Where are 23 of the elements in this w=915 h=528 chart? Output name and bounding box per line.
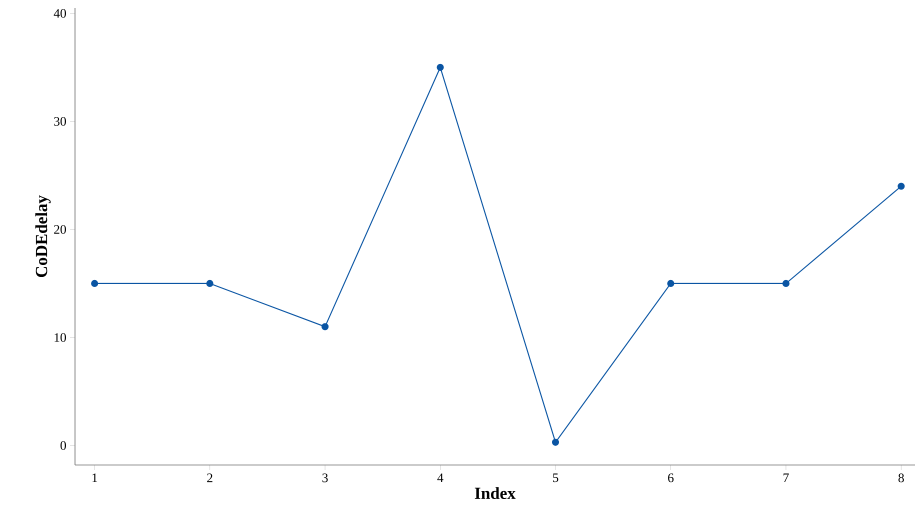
y-tick-label: 40 [54, 9, 66, 18]
point [898, 182, 905, 190]
y-tick-label: 10 [54, 333, 66, 342]
x-tick-label: 4 [437, 474, 444, 482]
y-tick-label: 30 [54, 117, 66, 126]
y-tick-label: 20 [54, 225, 66, 234]
x-tick-label: 1 [92, 474, 98, 482]
point [552, 438, 560, 446]
point [667, 280, 674, 288]
x-tick-label: 8 [898, 474, 904, 482]
y-axis-title: CoDEdelay [35, 195, 51, 278]
point [91, 280, 98, 288]
x-tick-label: 3 [322, 474, 328, 482]
x-axis-title: Index [474, 487, 516, 500]
point [782, 280, 790, 288]
x-tick-label: 2 [207, 474, 212, 482]
x-tick-label: 5 [553, 474, 558, 482]
point [322, 323, 329, 330]
point [206, 280, 214, 288]
x-tick-label: 6 [668, 474, 674, 482]
y-tick-label: 0 [60, 441, 66, 450]
x-tick-label: 7 [784, 474, 789, 482]
point [436, 64, 444, 71]
